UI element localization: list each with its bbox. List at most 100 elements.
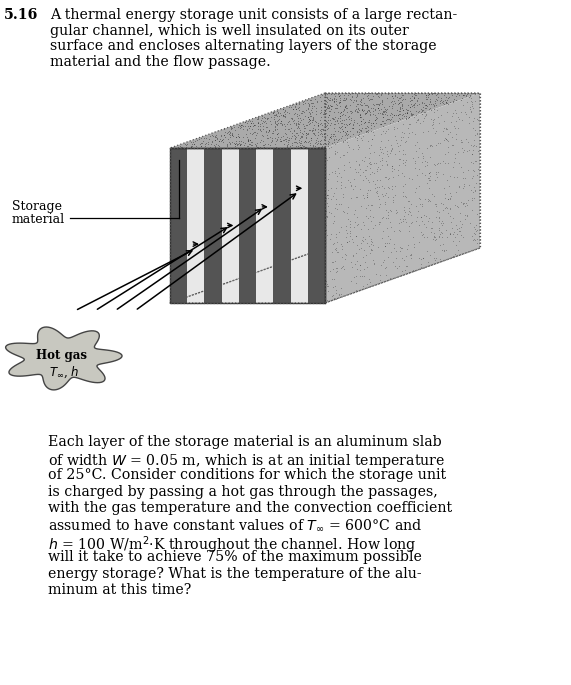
Text: $h$ = 100 W/m$^{2}$$\cdot$K throughout the channel. How long: $h$ = 100 W/m$^{2}$$\cdot$K throughout t… <box>48 534 417 556</box>
Point <box>335 167 344 178</box>
Point <box>353 219 362 229</box>
Point <box>258 112 267 123</box>
Point <box>363 135 372 146</box>
Point <box>404 203 413 214</box>
Point <box>330 90 339 101</box>
Point <box>254 121 263 132</box>
Point <box>381 108 390 119</box>
Point <box>300 136 309 147</box>
Point <box>291 132 300 143</box>
Point <box>337 262 346 273</box>
Point <box>416 262 425 273</box>
Point <box>435 212 444 223</box>
Point <box>182 141 191 152</box>
Point <box>334 97 343 108</box>
Point <box>371 104 380 115</box>
Point <box>282 134 291 145</box>
Point <box>335 123 344 134</box>
Text: A thermal energy storage unit consists of a large rectan-: A thermal energy storage unit consists o… <box>50 8 457 22</box>
Point <box>396 96 405 107</box>
Point <box>324 169 333 179</box>
Point <box>425 167 434 178</box>
Point <box>444 91 453 102</box>
Point <box>332 263 341 274</box>
Point <box>353 144 363 155</box>
Point <box>391 190 400 201</box>
Point <box>271 133 280 144</box>
Point <box>341 118 351 129</box>
Point <box>284 116 293 127</box>
Point <box>332 93 341 104</box>
Point <box>421 89 431 100</box>
Point <box>364 231 373 242</box>
Point <box>370 219 379 230</box>
Point <box>353 90 362 101</box>
Point <box>339 109 348 120</box>
Point <box>412 116 421 127</box>
Point <box>472 177 481 188</box>
Point <box>253 127 262 138</box>
Point <box>287 101 296 112</box>
Text: material: material <box>12 213 65 226</box>
Point <box>393 92 402 103</box>
Point <box>267 132 276 143</box>
Point <box>243 123 252 134</box>
Point <box>446 190 455 201</box>
Point <box>336 179 345 190</box>
Point <box>465 104 474 115</box>
Point <box>445 192 454 203</box>
Point <box>235 132 244 142</box>
Point <box>365 157 374 168</box>
Point <box>234 136 243 147</box>
Point <box>318 109 327 120</box>
Point <box>450 157 459 168</box>
Point <box>337 262 347 273</box>
Point <box>293 121 303 132</box>
Point <box>423 93 432 104</box>
Point <box>344 236 353 247</box>
Point <box>359 92 368 103</box>
Point <box>190 138 199 149</box>
Point <box>375 141 384 152</box>
Point <box>389 164 399 175</box>
Point <box>295 125 304 136</box>
Point <box>340 182 349 192</box>
Point <box>191 136 200 147</box>
Point <box>298 129 307 140</box>
Point <box>386 222 395 233</box>
Point <box>451 116 460 127</box>
Point <box>363 212 372 223</box>
Point <box>315 124 324 135</box>
Point <box>337 107 346 118</box>
Point <box>329 134 338 145</box>
Point <box>473 233 482 244</box>
Point <box>473 163 482 174</box>
Point <box>246 118 255 129</box>
Point <box>453 89 462 100</box>
Point <box>397 103 407 114</box>
Point <box>301 119 310 130</box>
Point <box>470 165 479 176</box>
Point <box>341 129 350 140</box>
Point <box>376 147 385 158</box>
Point <box>379 107 388 118</box>
Point <box>376 129 385 140</box>
Point <box>321 224 331 235</box>
Point <box>327 95 336 105</box>
Point <box>235 123 244 134</box>
Point <box>363 125 372 136</box>
Point <box>407 99 416 110</box>
Point <box>251 138 260 149</box>
Point <box>282 141 291 152</box>
Point <box>336 97 345 108</box>
Point <box>326 103 335 114</box>
Point <box>320 128 329 139</box>
Point <box>388 181 397 192</box>
Point <box>437 227 447 238</box>
Text: gular channel, which is well insulated on its outer: gular channel, which is well insulated o… <box>50 23 409 38</box>
Point <box>410 90 419 101</box>
Point <box>451 152 460 163</box>
Point <box>272 110 281 121</box>
Point <box>444 92 453 103</box>
Point <box>425 139 435 150</box>
